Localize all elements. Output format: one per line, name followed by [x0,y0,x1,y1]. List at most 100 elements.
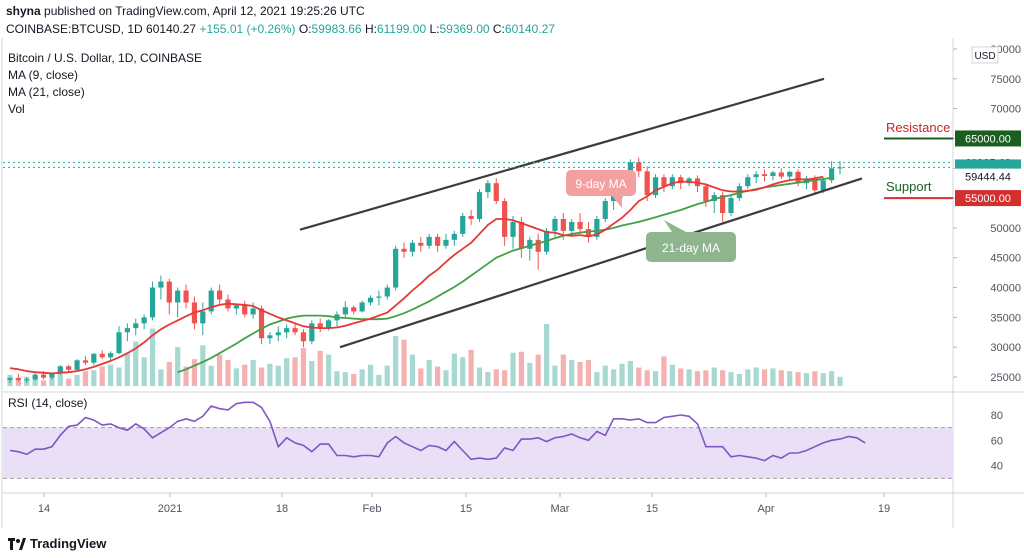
candle-body [837,167,843,169]
resistance-tag: 65000.00 [955,130,1021,147]
rsi-tick-label: 60 [991,435,1003,447]
candle [418,236,424,252]
legend-ma9[interactable]: MA (9, close) [8,68,79,82]
candle-body [678,177,684,184]
volume-bar [175,347,181,386]
candle [376,290,382,306]
header: shyna published on TradingView.com, Apri… [0,0,1024,40]
volume-bar [15,377,21,386]
candle [149,281,156,321]
time-tick-label: Apr [757,503,774,515]
volume-bar [820,373,826,386]
volume-bar [753,367,759,386]
volume-bar [468,349,474,386]
price-chart-svg[interactable]: 9-day MA 21-day MA Resistance Support 80… [0,38,1024,528]
publisher-name[interactable]: shyna [6,4,41,18]
currency-box[interactable] [971,46,999,64]
volume-bar [317,350,323,386]
candle-body [493,183,499,202]
candle [300,329,307,348]
candle-body [342,307,348,315]
candle-body [325,320,332,329]
volume-bar [837,376,843,386]
candle-body [535,239,541,252]
candle [258,305,265,345]
candle-body [820,180,826,191]
candle-body [787,171,793,177]
volume-bar [250,360,256,386]
candle-body [66,366,72,370]
candle [82,356,89,366]
channel-upper-line[interactable] [299,77,825,231]
currency-label: USD [974,51,995,62]
volume-bar [627,361,634,386]
candle [510,215,516,249]
candle-body [40,374,47,378]
volume-bar [166,361,172,386]
candle-body [728,198,734,213]
price-tick-label: 25000 [990,372,1021,384]
chart-area[interactable]: 9-day MA 21-day MA Resistance Support 80… [0,38,1024,558]
low-tag: 59444.44 [955,168,1021,185]
candle [133,318,139,336]
volume-bar [32,379,38,386]
candle [652,174,659,199]
candle-body [401,248,407,252]
volume-bar [803,373,810,386]
ma9-callout[interactable]: 9-day MA [566,170,636,208]
candle-body [32,374,38,380]
legend-ma21[interactable]: MA (21, close) [8,85,85,99]
candle-body [409,242,416,252]
candle [829,161,835,184]
candle [384,284,390,300]
candle [443,233,449,249]
volume-bar [116,367,122,386]
tradingview-logo[interactable]: TradingView [8,536,106,551]
candle-body [74,360,80,370]
volume-bar [812,371,818,386]
candle-body [510,221,516,237]
candle [200,302,206,336]
candle [803,176,810,190]
volume-bars [7,324,843,386]
time-tick-label: Mar [551,503,570,515]
candle [66,365,72,373]
candle [292,323,298,336]
candle [367,295,374,306]
volume-bar [325,354,332,386]
volume-bar [770,368,776,386]
open-label: O: [298,22,312,36]
candle-body [82,360,89,363]
candle [74,359,80,372]
candle [359,300,365,313]
candle-body [560,218,566,231]
candle [770,170,776,181]
candle-body [451,233,457,240]
price-axis[interactable]: 8000075000700006500060000550005000045000… [953,44,1021,384]
volume-bar [518,351,525,386]
candle [661,174,667,193]
time-axis[interactable]: 14 2021 18 Feb 15 Mar 15 Apr 19 [38,493,890,515]
volume-bar [829,371,835,386]
volume-bar [787,371,793,386]
volume-bar [451,353,457,386]
high-label: H: [364,22,377,36]
volume-bar [66,378,72,386]
ma21-callout[interactable]: 21-day MA [646,220,736,262]
legend-rsi[interactable]: RSI (14, close) [8,396,88,410]
chart-legend: Bitcoin / U.S. Dollar, 1D, COINBASE MA (… [8,50,202,118]
candle-body [384,287,390,297]
legend-vol[interactable]: Vol [8,102,25,116]
candle-body [258,308,265,339]
candle [166,278,172,315]
close-value: 60140.27 [504,22,555,36]
support-tag-bg [955,190,1021,207]
volume-bar [191,359,198,386]
volume-bar [74,374,80,386]
volume-bar [141,357,147,386]
candle [317,318,323,333]
channel-lower-line[interactable] [339,177,863,349]
symbol-line: COINBASE:BTCUSD, 1D [6,22,143,36]
volume-bar [661,356,667,386]
volume-bar [434,366,441,386]
